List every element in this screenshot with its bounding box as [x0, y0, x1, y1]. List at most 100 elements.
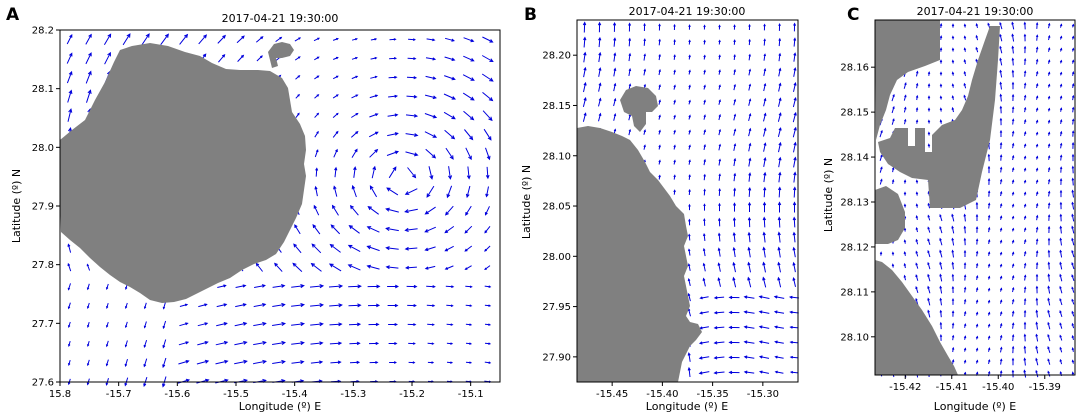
panel-a-land-island	[60, 43, 306, 303]
panel-b-vector-arrow	[758, 325, 770, 329]
panel-a-ylabel: Latitude (º) N	[10, 169, 23, 243]
panel-c-vector-arrow	[987, 239, 991, 245]
panel-c-vector-arrow	[1035, 345, 1039, 354]
panel-b-vector-arrow	[763, 127, 767, 137]
panel-c-vector-arrow	[999, 334, 1003, 341]
panel-a-vector-arrow	[407, 57, 417, 61]
panel-a-vector-arrow	[484, 206, 490, 216]
panel-b-vector-arrow	[733, 202, 737, 212]
panel-c-vector-arrow	[1011, 118, 1015, 125]
panel-a-vector-arrow	[445, 285, 455, 289]
panel-c-vector-arrow	[1035, 107, 1039, 112]
panel-a-vector-arrow	[235, 284, 247, 288]
panel-a-vector-arrow	[389, 57, 398, 60]
panel-b-vector-arrow	[658, 68, 661, 76]
panel-a-vector-arrow	[369, 113, 379, 118]
panel-a-vector-arrow	[314, 130, 319, 138]
panel-c-vector-arrow	[951, 273, 955, 282]
panel-c-vector-arrow	[1071, 94, 1075, 101]
panel-b-vector-arrow	[748, 187, 752, 197]
panel-c-vector-arrow	[903, 239, 907, 244]
panel-c-vector-arrow	[1035, 34, 1039, 41]
panel-b-vector-arrow	[597, 21, 602, 33]
panel-a-vector-arrow	[293, 243, 302, 254]
panel-b-vector-arrow	[702, 262, 706, 272]
panel-b-vector-arrow	[743, 325, 755, 329]
panel-a-vector-arrow	[465, 147, 472, 161]
panel-a-land-isleta	[268, 42, 294, 68]
panel-a-vector-arrow	[253, 359, 267, 365]
panel-c-vector-arrow	[939, 83, 943, 88]
panel-a-vector-arrow	[367, 303, 381, 308]
panel-b-vector-arrow	[762, 246, 766, 258]
panel-c-vector-arrow	[939, 59, 943, 64]
panel-a-vector-arrow	[425, 148, 437, 159]
panel-c-vector-arrow	[1059, 35, 1063, 40]
panel-a-vector-arrow	[86, 302, 90, 310]
panel-b-vector-arrow	[747, 201, 752, 212]
panel-b-xtick-label: -15.30	[747, 389, 779, 400]
panel-a-vector-arrow	[463, 55, 475, 62]
panel-a-vector-arrow	[141, 33, 150, 46]
panel-a-vector-arrow	[406, 76, 418, 80]
panel-c-vector-arrow	[1011, 357, 1015, 366]
panel-a-vector-arrow	[348, 284, 362, 289]
panel-a-vector-arrow	[311, 243, 322, 254]
panel-b-vector-arrow	[643, 53, 646, 61]
panel-a-vector-arrow	[348, 225, 360, 234]
panel-b-vector-arrow	[613, 113, 617, 121]
panel-c-vector-arrow	[891, 179, 895, 184]
panel-a-vector-arrow	[143, 302, 147, 310]
panel-b-ytick-label: 28.20	[542, 51, 571, 62]
panel-a-vector-arrow	[387, 284, 399, 289]
panel-c-vector-arrow	[1071, 165, 1075, 174]
panel-a-vector-arrow	[444, 205, 454, 216]
panel-b-vector-arrow	[748, 127, 752, 137]
panel-c-vector-arrow	[999, 154, 1003, 161]
panel-a-vector-arrow	[389, 361, 397, 364]
panel-b-vector-arrow	[717, 232, 721, 242]
panel-a-vector-arrow	[234, 340, 248, 346]
panel-c-vector-arrow	[1011, 130, 1015, 137]
panel-b-land-isleta	[620, 86, 658, 132]
panel-a-vector-arrow	[484, 285, 492, 288]
panel-a-vector-arrow	[444, 225, 455, 234]
panel-a-vector-arrow	[388, 322, 399, 327]
panel-c-vector-arrow	[1059, 95, 1063, 100]
panel-a-ytick-label: 28.1	[32, 84, 54, 95]
panel-c-vector-arrow	[939, 297, 943, 306]
panel-b-vector-arrow	[703, 99, 706, 105]
panel-a-vector-arrow	[405, 113, 419, 118]
panel-a-vector-arrow	[332, 37, 339, 41]
panel-c-vector-arrow	[1035, 21, 1039, 29]
panel-b-vector-arrow	[658, 114, 661, 120]
panel-a-vector-arrow	[85, 70, 92, 84]
panel-c-land-port	[875, 20, 940, 140]
panel-a-vector-arrow	[385, 207, 399, 213]
panel-b-ytick-label: 28.05	[542, 202, 571, 213]
panel-b-vector-arrow	[762, 261, 766, 273]
panel-c-vector-arrow	[1011, 57, 1015, 66]
panel-b-vector-arrow	[747, 246, 751, 258]
panel-c-vector-arrow	[1011, 93, 1015, 102]
panel-c-vector-arrow	[1059, 249, 1063, 258]
panel-c-vector-arrow	[1059, 237, 1063, 246]
panel-c-vector-arrow	[1071, 213, 1075, 222]
panel-a-vector-arrow	[103, 33, 112, 45]
panel-c-vector-arrow	[963, 359, 967, 364]
panel-c-vector-arrow	[927, 71, 931, 76]
panel-c-vector-arrow	[1011, 167, 1015, 172]
panel-a-ytick-label: 27.8	[32, 260, 54, 271]
panel-b-vector-arrow	[792, 216, 797, 228]
panel-a-vector-arrow	[314, 185, 318, 197]
panel-a-vector-arrow	[389, 38, 397, 41]
panel-a-vector-arrow	[369, 148, 379, 158]
panel-b-vector-arrow	[743, 370, 755, 374]
panel-a-vector-arrow	[160, 33, 169, 45]
panel-c-vector-arrow	[1023, 21, 1027, 30]
panel-b-vector-arrow	[773, 295, 785, 299]
panel-b-vector-arrow	[688, 174, 691, 180]
panel-b-vector-arrow	[582, 21, 587, 33]
panel-c-vector-arrow	[891, 263, 895, 268]
panel-c-vector-arrow	[1011, 310, 1015, 317]
